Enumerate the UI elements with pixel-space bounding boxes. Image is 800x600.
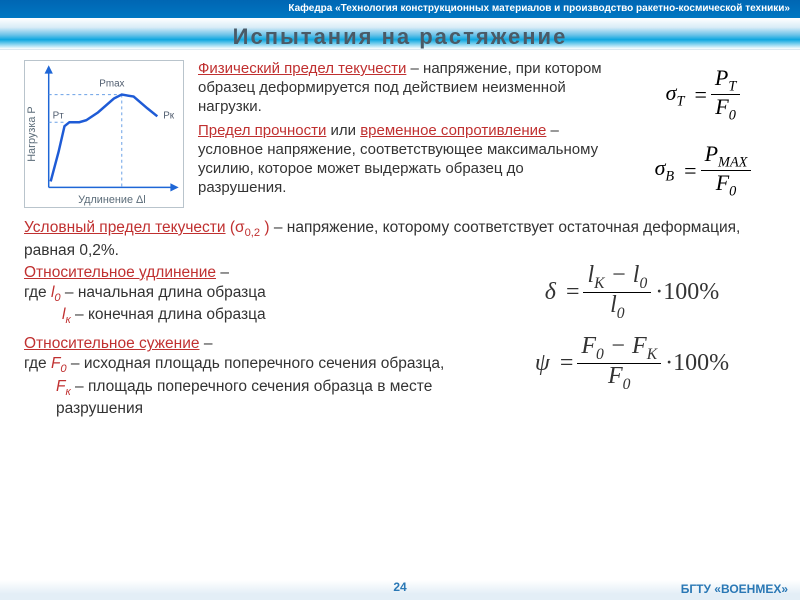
term-yield: Физический предел текучести — [198, 60, 406, 77]
formulas-right: σT = PT F0 σB = PMAX F0 — [624, 60, 782, 200]
def-cond-yield: Условный предел текучести (σ0,2 ) – напр… — [24, 218, 782, 261]
department-header: Кафедра «Технология конструкционных мате… — [0, 0, 800, 18]
formula-psi: ψ = F0 − FK F0 ·100% — [535, 334, 729, 393]
slide-title: Испытания на растяжение — [0, 24, 800, 50]
tension-curve — [51, 95, 158, 182]
term-strength-1: Предел прочности — [198, 122, 326, 139]
formula-sigma-b: σB = PMAX F0 — [655, 142, 752, 200]
def-strength: Предел прочности или временное сопротивл… — [198, 122, 610, 197]
tension-chart: Нагрузка P Удлинение Δl — [24, 60, 184, 208]
def-yield: Физический предел текучести – напряжение… — [198, 60, 610, 116]
label-pk: Pк — [163, 110, 175, 121]
lower-block: Условный предел текучести (σ0,2 ) – напр… — [24, 218, 782, 420]
ref-lines — [49, 95, 122, 188]
label-pt: Pт — [53, 110, 65, 121]
definitions-block: Физический предел текучести – напряжение… — [198, 60, 610, 203]
y-axis-label: Нагрузка P — [26, 106, 38, 161]
x-axis-label: Удлинение Δl — [78, 194, 146, 206]
formula-delta: δ = lK − l0 l0 ·100% — [545, 263, 719, 322]
content-area: Нагрузка P Удлинение Δl — [0, 60, 800, 420]
label-pmax: Pmax — [99, 79, 124, 90]
formula-sigma-t: σT = PT F0 — [666, 66, 741, 124]
term-strength-2: временное сопротивление — [360, 122, 546, 139]
footer-org: БГТУ «ВОЕНМЕХ» — [681, 582, 788, 596]
